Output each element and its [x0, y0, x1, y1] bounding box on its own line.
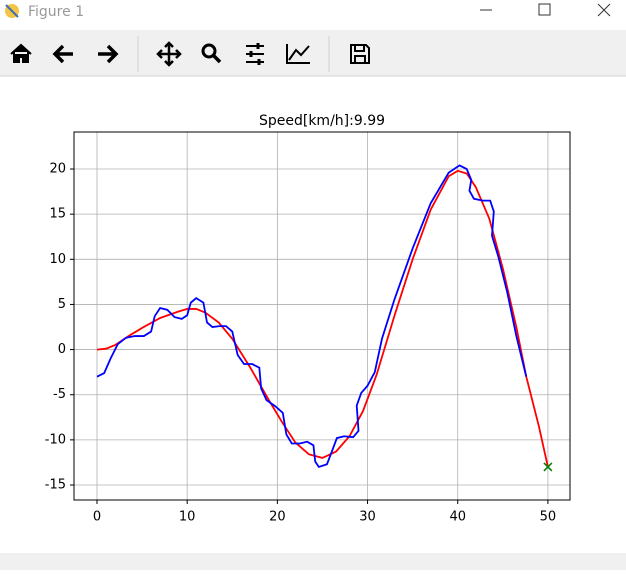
plot-area — [74, 132, 570, 500]
y-tick-label: 20 — [49, 162, 66, 177]
y-tick-label: -15 — [45, 478, 66, 493]
app-icon-line — [5, 4, 19, 18]
save-button[interactable] — [350, 44, 370, 64]
status-bar — [0, 553, 626, 570]
x-tick-label: 20 — [269, 510, 286, 525]
back-button[interactable] — [52, 44, 73, 64]
maximize-button[interactable] — [538, 3, 551, 16]
y-tick-label: 15 — [49, 207, 66, 222]
title-bar — [0, 0, 626, 28]
x-tick-label: 50 — [540, 510, 557, 525]
home-button[interactable] — [10, 43, 32, 63]
window-title: Figure 1 — [28, 4, 84, 20]
line — [96, 164, 528, 469]
close-button[interactable] — [597, 3, 611, 17]
x-tick-label: 40 — [449, 510, 466, 525]
pan-button[interactable] — [156, 41, 182, 67]
chart-title: Speed[km/h]:9.99 — [259, 113, 385, 129]
x-tick-label: 10 — [179, 510, 196, 525]
plot: Speed[km/h]:9.99 0 10 20 30 40 50 -15 -10 -5 0 5 10… — [45, 113, 571, 525]
y-tick-label: -10 — [45, 432, 66, 447]
zoom-button[interactable] — [201, 43, 217, 59]
subplots-button[interactable] — [246, 45, 264, 63]
edit-axis-button[interactable] — [286, 44, 310, 64]
zoom-handle — [211, 53, 222, 64]
subplots-knobs — [249, 43, 261, 65]
y-tick-label: 0 — [58, 342, 66, 357]
y-tick-label: -5 — [53, 387, 66, 402]
axes-frame — [73, 131, 571, 501]
x-tick-label: 30 — [359, 510, 376, 525]
toolbar — [0, 30, 626, 76]
forward-button[interactable] — [98, 44, 119, 64]
marker — [543, 462, 553, 472]
y-tick-label: 10 — [49, 252, 66, 267]
x-tick-label: 0 — [93, 510, 101, 525]
y-tick-label: 5 — [58, 297, 66, 312]
